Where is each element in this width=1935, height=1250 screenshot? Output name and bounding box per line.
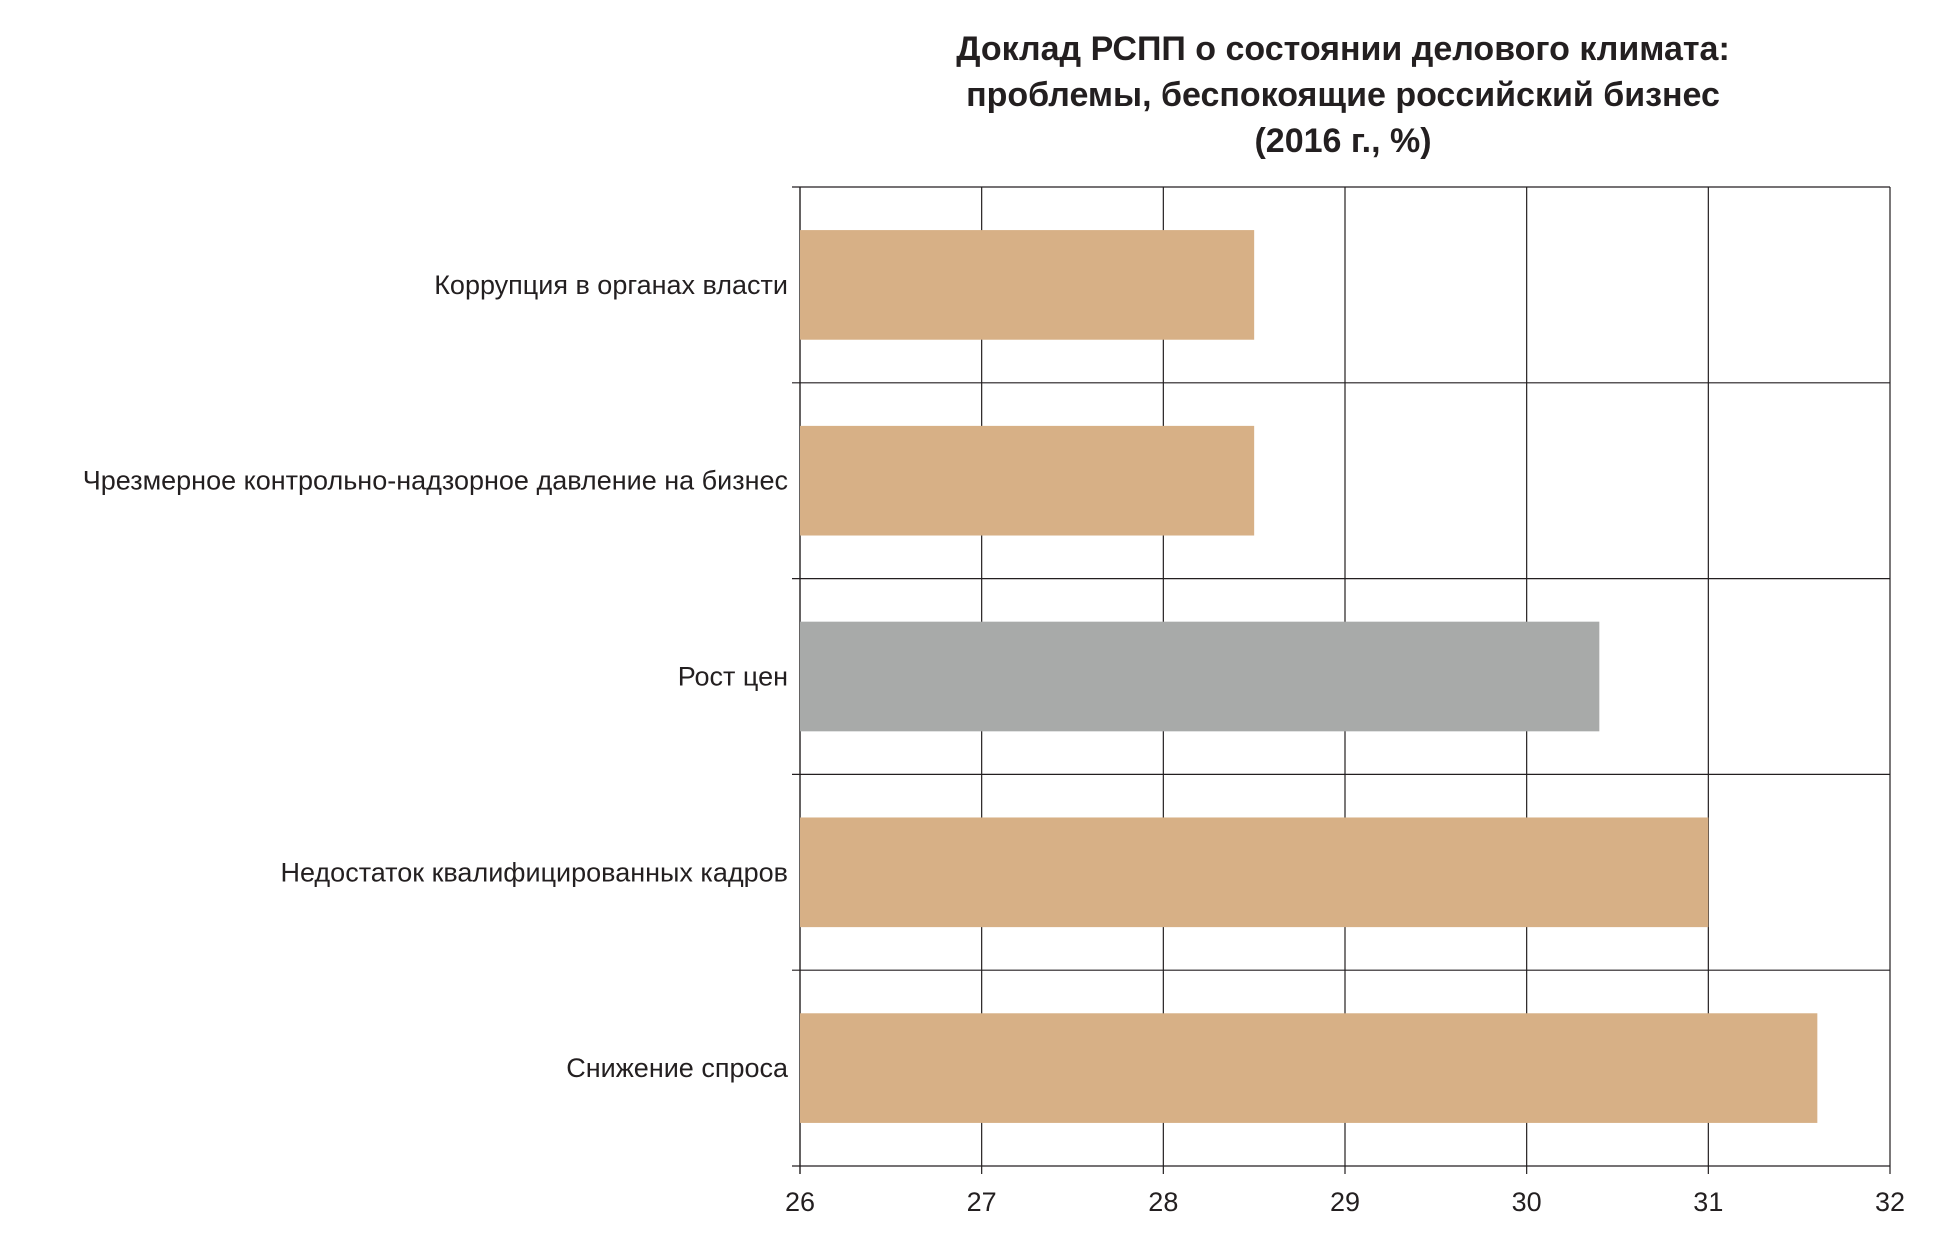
- bar: [800, 817, 1709, 928]
- category-labels: Коррупция в органах власти Чрезмерное кон…: [83, 270, 789, 1083]
- chart-title-line-2: проблемы, беспокоящие российский бизнес: [966, 76, 1720, 114]
- x-tick-label: 27: [967, 1187, 997, 1217]
- bar: [800, 621, 1600, 732]
- x-axis-ticks: 26 27 28 29 30 31 32: [785, 1187, 1905, 1217]
- bar: [800, 1013, 1818, 1123]
- category-label: Коррупция в органах власти: [434, 270, 788, 300]
- x-tick-label: 32: [1875, 1187, 1905, 1217]
- category-label: Снижение спроса: [566, 1053, 789, 1083]
- bar: [800, 230, 1255, 340]
- x-tick-label: 28: [1148, 1187, 1178, 1217]
- chart-title-line-3: (2016 г., %): [1254, 122, 1431, 160]
- category-label: Рост цен: [678, 662, 788, 692]
- x-tick-label: 29: [1330, 1187, 1360, 1217]
- category-label: Чрезмерное контрольно-надзорное давление…: [83, 466, 788, 496]
- chart-title: Доклад РСПП о состоянии делового климата…: [956, 30, 1730, 160]
- chart-title-line-1: Доклад РСПП о состоянии делового климата…: [956, 30, 1730, 68]
- x-tick-label: 26: [785, 1187, 815, 1217]
- bar: [800, 425, 1255, 536]
- x-tick-label: 30: [1512, 1187, 1542, 1217]
- x-tick-label: 31: [1693, 1187, 1723, 1217]
- category-label: Недостаток квалифицированных кадров: [281, 857, 789, 887]
- bars: [800, 230, 1818, 1123]
